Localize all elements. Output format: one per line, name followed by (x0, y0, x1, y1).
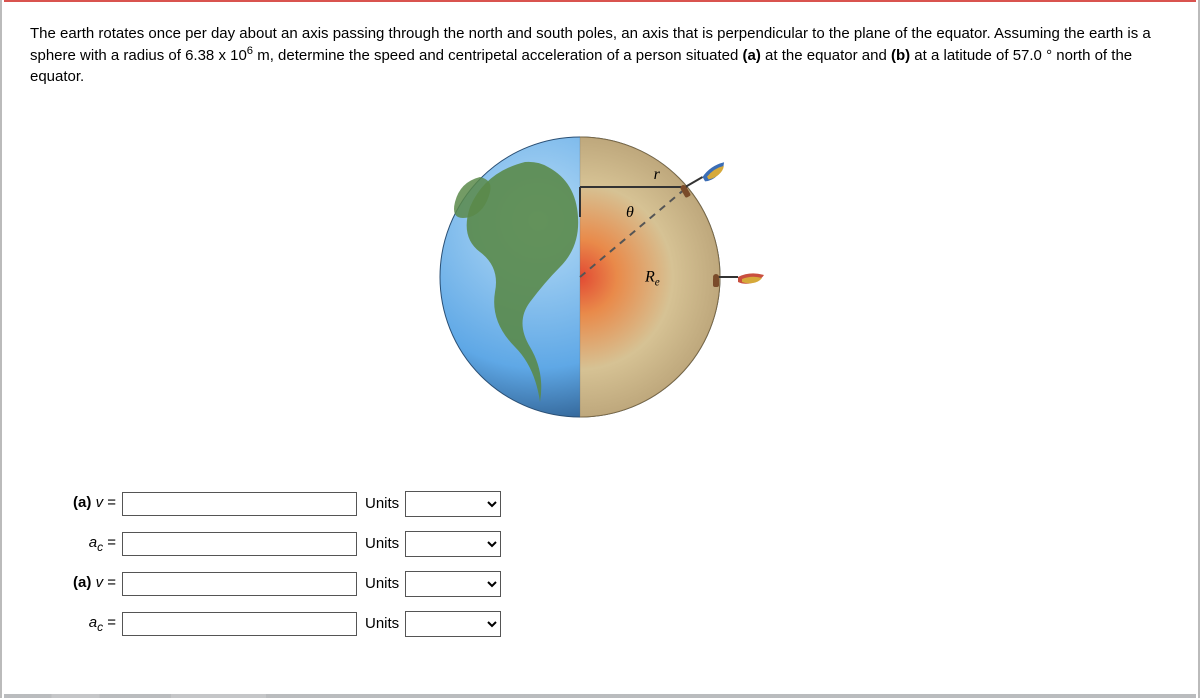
answer-row: (a) v = Units (30, 571, 1170, 597)
earth-diagram: θrRe (420, 127, 780, 427)
question-text: The earth rotates once per day about an … (30, 24, 1170, 87)
answer-row: (a) v = Units (30, 491, 1170, 517)
answer-label: ac = (30, 534, 122, 554)
answer-row: ac = Units (30, 531, 1170, 557)
bottom-bar (4, 694, 1196, 698)
q-part-a-text: at the equator and (761, 47, 891, 64)
q-part-a-label: (a) (743, 47, 761, 64)
q-suffix: m, determine the speed and centripetal a… (253, 47, 742, 64)
units-select-b-v[interactable] (405, 571, 501, 597)
units-select-a-v[interactable] (405, 491, 501, 517)
units-select-a-ac[interactable] (405, 531, 501, 557)
answers-block: (a) v = Units ac = Units (a) v = Units (30, 491, 1170, 637)
answer-label: (a) v = (30, 494, 122, 514)
answer-label: (a) v = (30, 574, 122, 594)
units-label: Units (365, 495, 399, 512)
answer-row: ac = Units (30, 611, 1170, 637)
svg-text:r: r (654, 166, 661, 183)
value-input-a-ac[interactable] (122, 532, 357, 556)
units-label: Units (365, 615, 399, 632)
units-label: Units (365, 535, 399, 552)
answer-label: ac = (30, 614, 122, 634)
value-input-a-v[interactable] (122, 492, 357, 516)
value-input-b-v[interactable] (122, 572, 357, 596)
svg-text:θ: θ (626, 204, 634, 221)
q-part-b-label: (b) (891, 47, 910, 64)
figure-container: θrRe (30, 127, 1170, 431)
value-input-b-ac[interactable] (122, 612, 357, 636)
units-select-b-ac[interactable] (405, 611, 501, 637)
units-label: Units (365, 575, 399, 592)
